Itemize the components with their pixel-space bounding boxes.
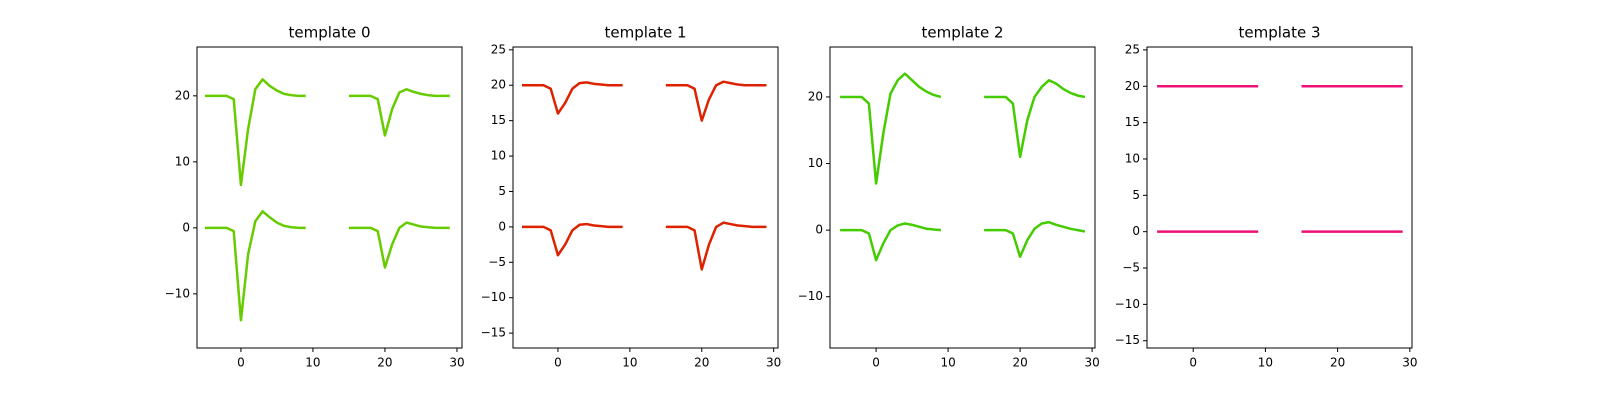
y-tick-label: 0 [498, 219, 506, 233]
y-tick-label: 20 [808, 89, 823, 103]
y-tick-label: −10 [481, 290, 506, 304]
waveform-line [840, 222, 942, 262]
waveform-line [204, 210, 306, 322]
y-tick-label: 0 [182, 220, 190, 234]
y-tick-label: −5 [1122, 261, 1140, 275]
axes-frame [196, 46, 463, 349]
x-tick-label: 30 [449, 356, 464, 370]
y-tick-label: 20 [491, 78, 506, 92]
waveform-line [521, 81, 623, 115]
x-tick-label: 0 [237, 356, 245, 370]
waveform-line [204, 78, 306, 187]
y-tick-label: 25 [491, 42, 506, 56]
waveform-line [348, 88, 450, 137]
y-tick-label: 15 [1125, 115, 1140, 129]
waveform-line [984, 220, 1086, 259]
x-tick-label: 30 [1402, 356, 1417, 370]
x-tick-label: 10 [305, 356, 320, 370]
y-tick-label: 0 [1132, 224, 1140, 238]
y-tick-label: 20 [1125, 79, 1140, 93]
x-tick-label: 10 [1258, 356, 1273, 370]
x-tick-label: 0 [1189, 356, 1197, 370]
x-tick-label: 0 [872, 356, 880, 370]
axes-frame [512, 46, 779, 349]
y-tick-label: 15 [491, 113, 506, 127]
x-tick-label: 20 [1012, 356, 1027, 370]
waveform-line [665, 80, 767, 122]
waveform-line [840, 72, 942, 185]
y-tick-label: 25 [1125, 42, 1140, 56]
chart-title: template 2 [921, 24, 1003, 42]
y-tick-label: −10 [798, 289, 823, 303]
y-tick-label: 5 [498, 184, 506, 198]
x-tick-label: 10 [940, 356, 955, 370]
waveform-line [665, 221, 767, 271]
y-tick-label: 10 [1125, 151, 1140, 165]
y-tick-label: 10 [491, 149, 506, 163]
y-tick-label: 0 [815, 223, 823, 237]
x-tick-label: 30 [766, 356, 781, 370]
x-tick-label: 20 [694, 356, 709, 370]
y-tick-label: −10 [165, 286, 190, 300]
waveform-line [348, 221, 450, 269]
chart-title: template 3 [1238, 24, 1320, 42]
axes-frame [829, 46, 1096, 349]
y-tick-label: 5 [1132, 188, 1140, 202]
waveform-line [984, 79, 1086, 159]
axes-frame [1146, 46, 1413, 349]
y-tick-label: −10 [1115, 297, 1140, 311]
y-tick-label: −15 [481, 326, 506, 340]
x-tick-label: 20 [1330, 356, 1345, 370]
y-tick-label: −15 [1115, 333, 1140, 347]
x-tick-label: 20 [377, 356, 392, 370]
y-tick-label: 10 [808, 156, 823, 170]
chart-title: template 1 [604, 24, 686, 42]
x-tick-label: 0 [554, 356, 562, 370]
waveform-line [521, 222, 623, 257]
y-tick-label: 10 [175, 154, 190, 168]
y-tick-label: −5 [488, 255, 506, 269]
x-tick-label: 10 [622, 356, 637, 370]
chart-title: template 0 [288, 24, 370, 42]
x-tick-label: 30 [1084, 356, 1099, 370]
y-tick-label: 20 [175, 88, 190, 102]
